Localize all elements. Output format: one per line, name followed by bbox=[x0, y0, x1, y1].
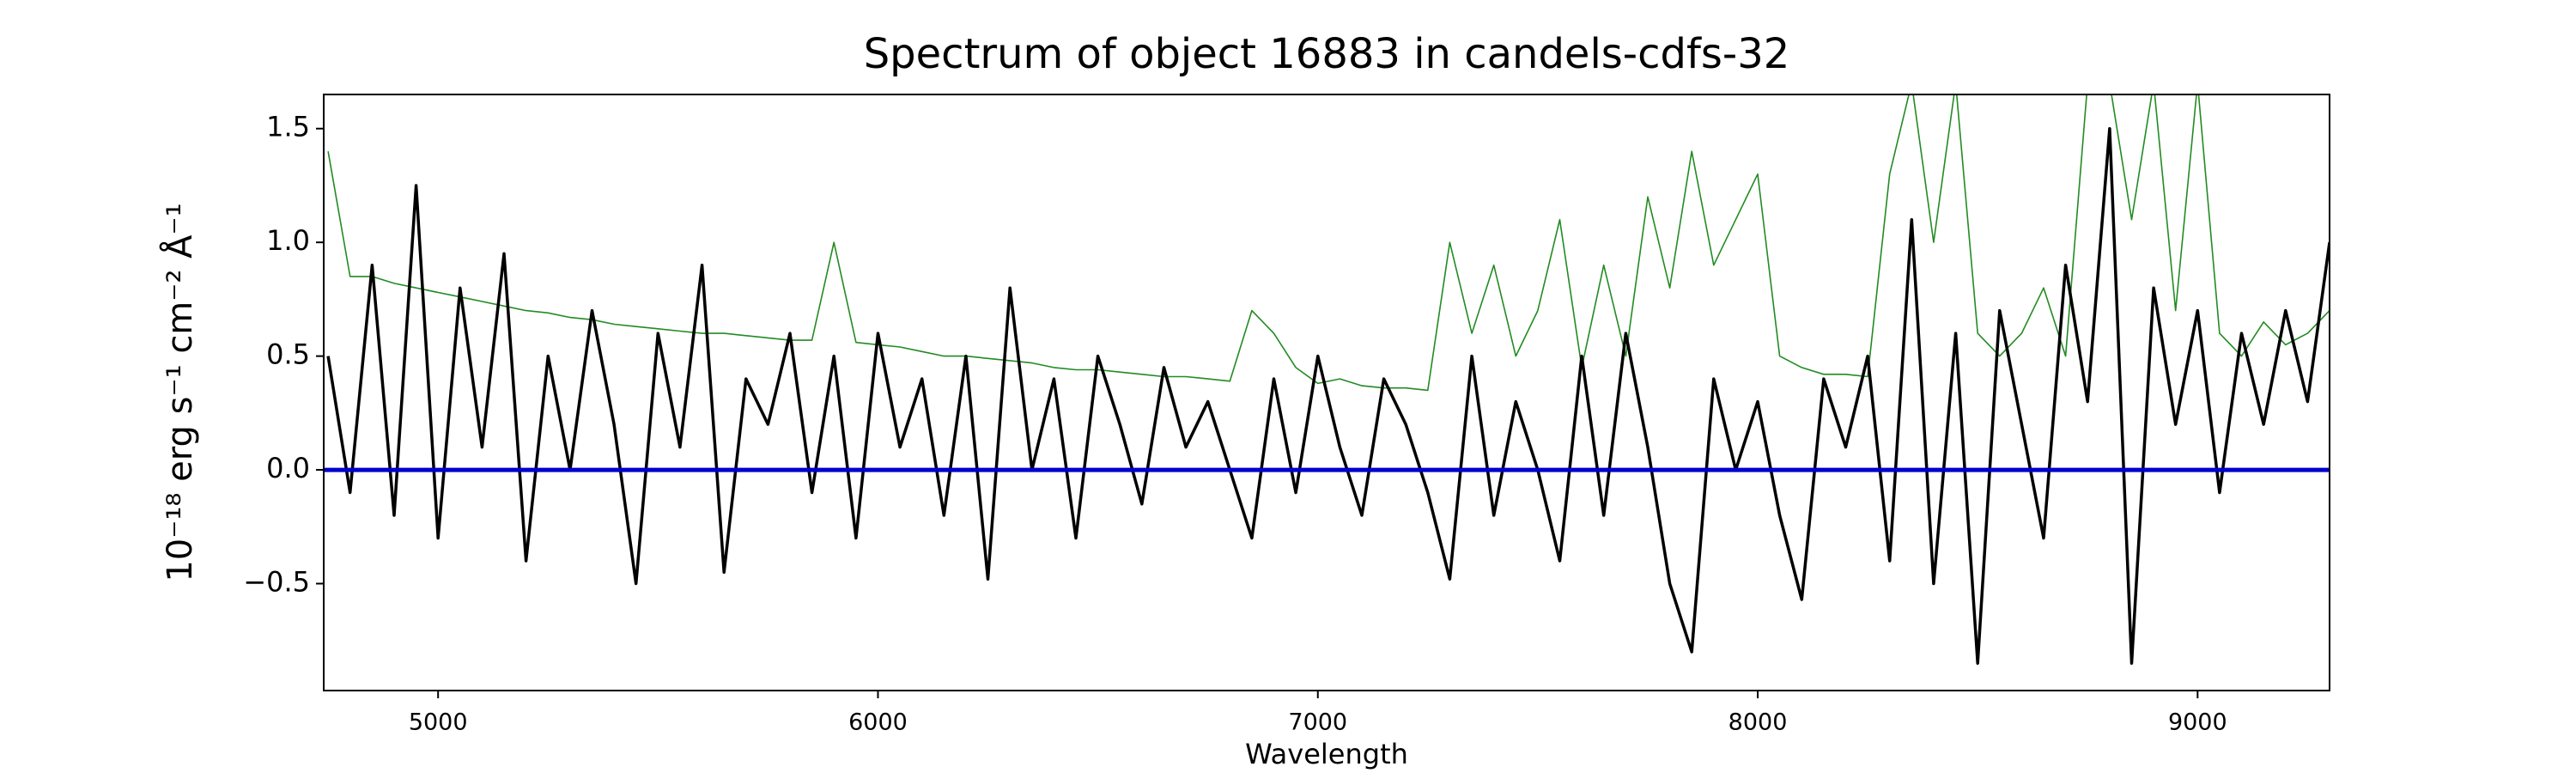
plot-frame bbox=[323, 94, 2330, 691]
x-tick-label: 9000 bbox=[2168, 709, 2227, 736]
series-line bbox=[327, 94, 2330, 392]
plot-lines bbox=[324, 94, 2330, 665]
y-tick-label: 1.5 bbox=[266, 111, 310, 143]
series-line bbox=[326, 126, 2330, 665]
y-tick-label: −0.5 bbox=[243, 566, 310, 599]
y-tick-label: 0.0 bbox=[266, 452, 310, 484]
x-tick-label: 5000 bbox=[409, 709, 468, 736]
chart-title: Spectrum of object 16883 in candels-cdfs… bbox=[864, 30, 1790, 78]
x-axis-label: Wavelength bbox=[1245, 738, 1408, 770]
x-tick-label: 7000 bbox=[1288, 709, 1347, 736]
y-axis-label: 10⁻¹⁸ erg s⁻¹ cm⁻² Å⁻¹ bbox=[159, 203, 200, 581]
x-tick-label: 8000 bbox=[1728, 709, 1788, 736]
x-tick-label: 6000 bbox=[848, 709, 908, 736]
y-tick-label: 1.0 bbox=[266, 224, 310, 257]
y-tick-label: 0.5 bbox=[266, 338, 310, 371]
